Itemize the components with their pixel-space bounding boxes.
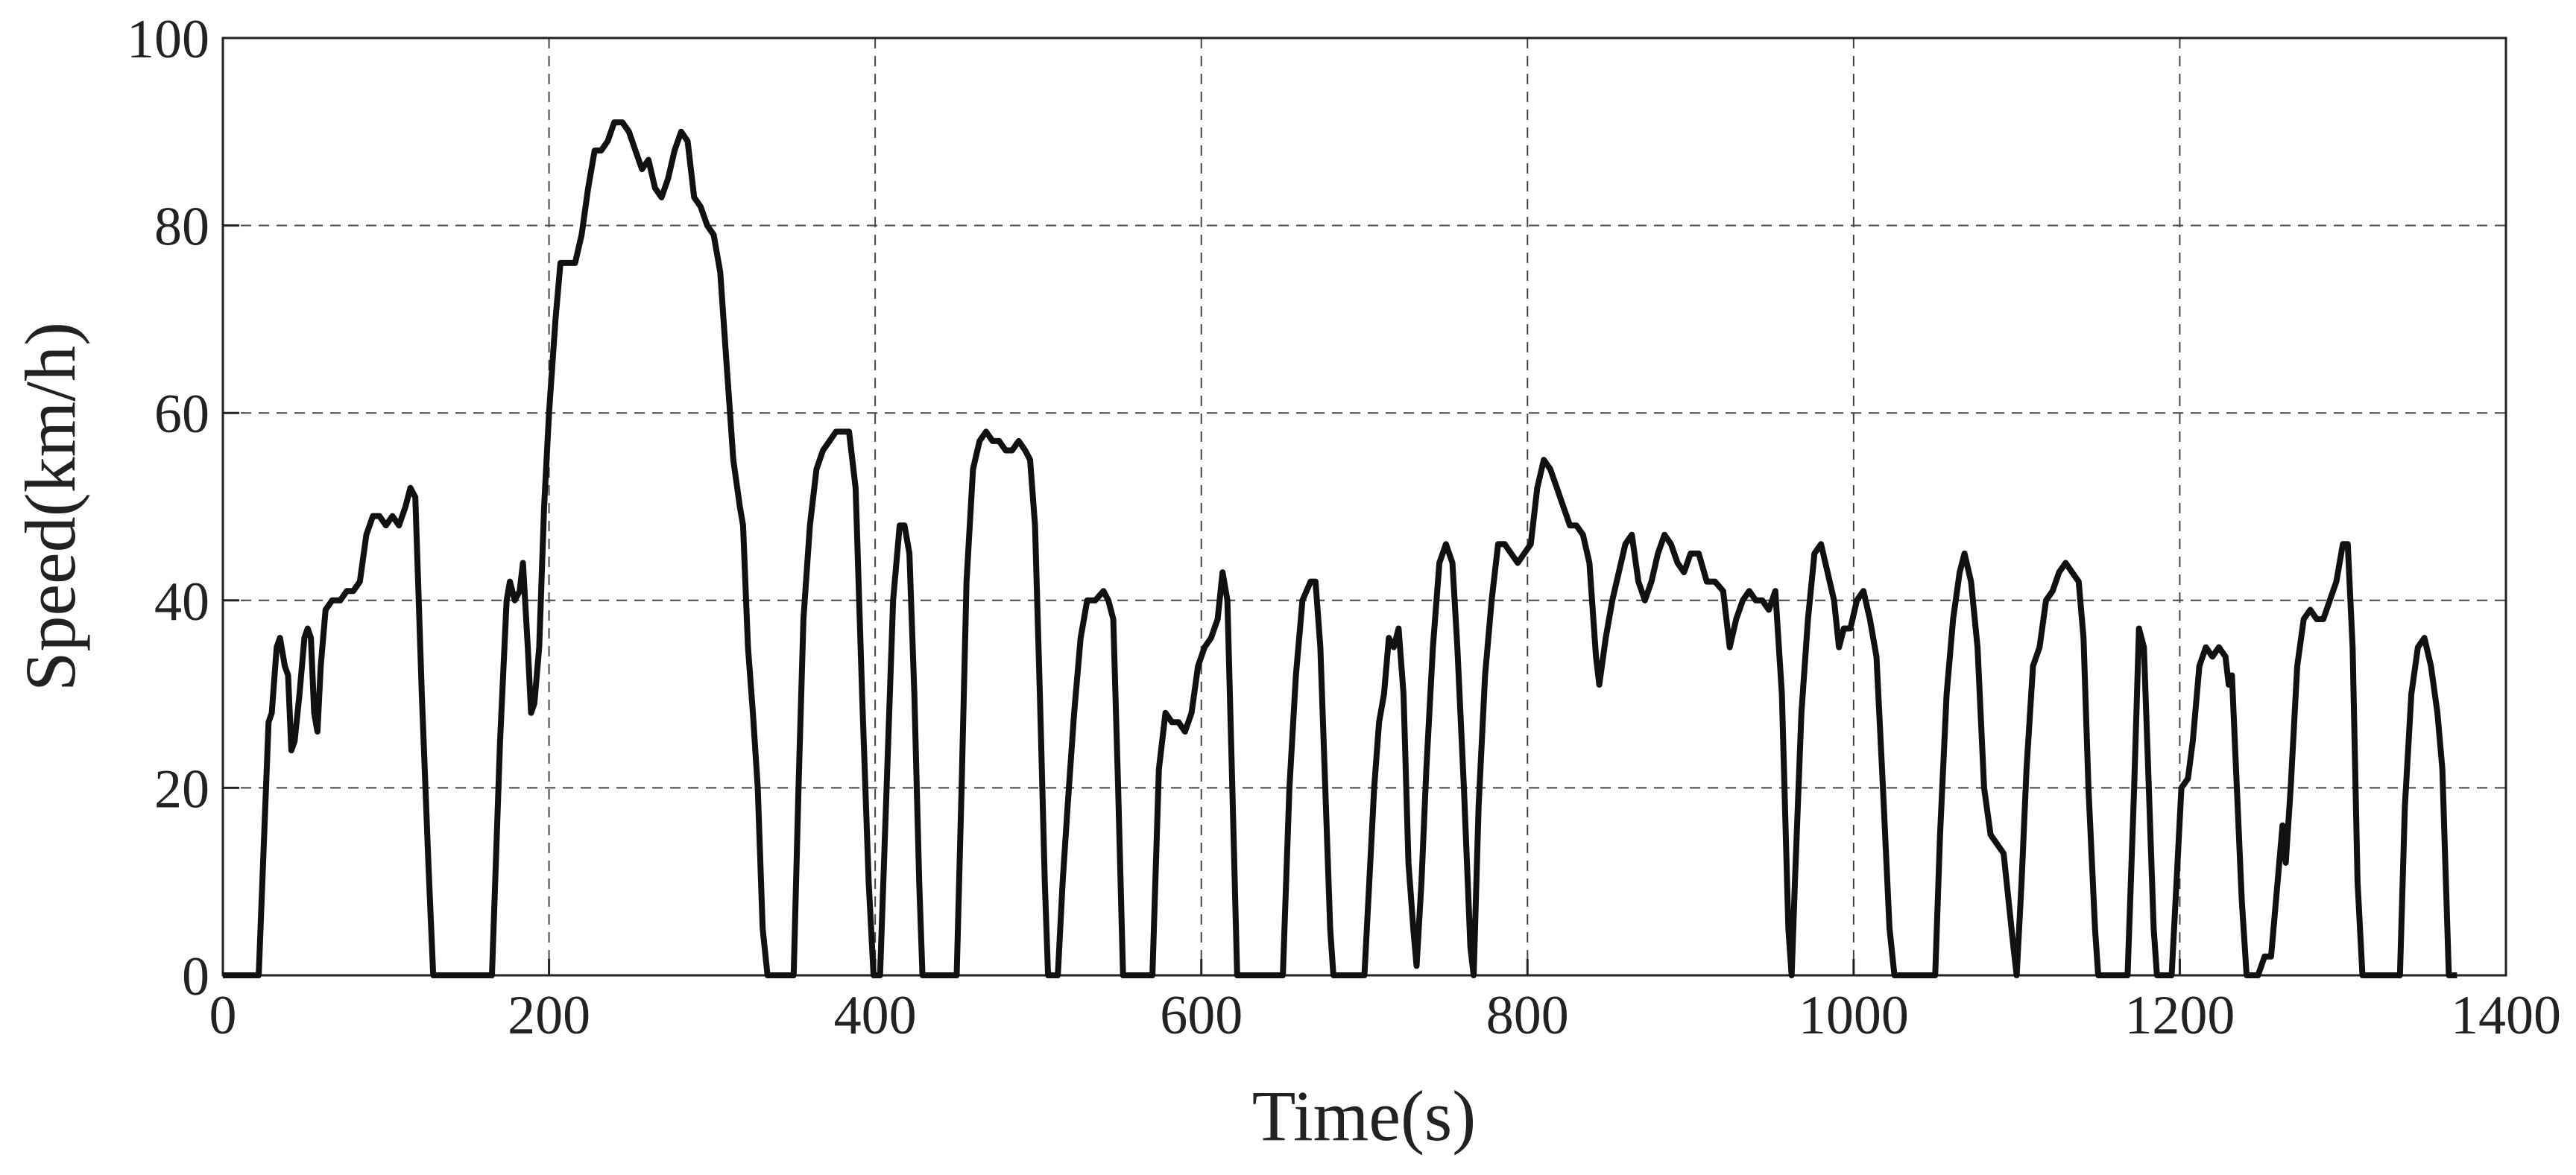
x-tick-label: 0 <box>209 985 237 1046</box>
x-tick-label: 1000 <box>1799 985 1909 1046</box>
x-tick-label: 800 <box>1486 985 1569 1046</box>
x-tick-label: 1400 <box>2451 985 2561 1046</box>
x-axis-label: Time(s) <box>1252 1076 1477 1156</box>
plot-area <box>223 38 2506 975</box>
y-tick-label: 60 <box>154 384 209 445</box>
y-axis-label: Speed(km/h) <box>10 322 90 691</box>
x-tick-label: 1200 <box>2124 985 2235 1046</box>
x-tick-label: 200 <box>508 985 590 1046</box>
x-tick-label: 600 <box>1160 985 1243 1046</box>
y-tick-label: 80 <box>154 197 209 258</box>
y-tick-label: 40 <box>154 571 209 633</box>
data-line <box>223 119 2457 978</box>
y-tick-label: 100 <box>127 9 209 70</box>
x-tick-label: 400 <box>834 985 917 1046</box>
y-tick-label: 0 <box>182 946 209 1007</box>
y-tick-label: 20 <box>154 758 209 820</box>
